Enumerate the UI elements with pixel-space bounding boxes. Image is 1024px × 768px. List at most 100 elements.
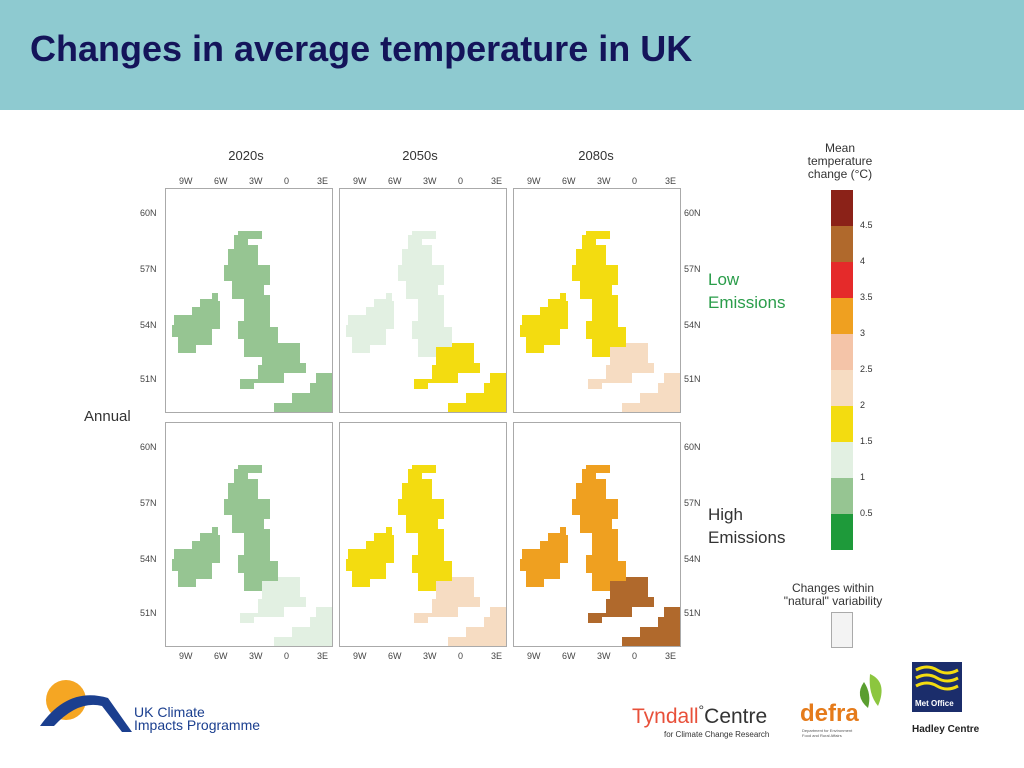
natural-variability-swatch <box>831 612 853 648</box>
x-tick-top: 3W <box>597 176 611 186</box>
defra-logo: defra Department for Environment Food and… <box>800 672 890 740</box>
map-high-2020s <box>165 422 333 647</box>
x-tick-top: 0 <box>458 176 464 186</box>
x-tick-bottom: 3W <box>423 651 437 661</box>
region-scotland-north <box>238 231 262 239</box>
region-scotland-north <box>412 465 436 473</box>
region-northern-england <box>238 311 278 357</box>
region-ireland <box>346 301 394 353</box>
ukcip-line1: UK Climate <box>134 704 205 720</box>
legend-tick: 3.5 <box>860 292 873 302</box>
region-south-east <box>274 607 332 646</box>
legend-swatch <box>831 262 853 298</box>
tyndall-degree: ° <box>698 702 705 718</box>
legend-swatch <box>831 226 853 262</box>
x-tick-bottom: 9W <box>179 651 193 661</box>
region-scotland <box>224 469 270 545</box>
y-tick-right: 60N <box>684 442 701 452</box>
legend-tick: 2 <box>860 400 866 410</box>
region-south-east <box>622 607 680 646</box>
x-tick-bottom: 6W <box>562 651 576 661</box>
region-scotland <box>398 235 444 311</box>
x-tick-bottom: 3W <box>597 651 611 661</box>
x-tick-top: 6W <box>562 176 576 186</box>
y-tick-left: 57N <box>140 264 157 274</box>
x-tick-bottom: 0 <box>632 651 638 661</box>
row-label-annual: Annual <box>84 408 131 425</box>
x-tick-bottom: 9W <box>353 651 367 661</box>
x-tick-top: 0 <box>632 176 638 186</box>
region-southern-england <box>240 577 306 623</box>
period-label-2050s: 2050s <box>402 148 438 163</box>
x-tick-top: 9W <box>179 176 193 186</box>
x-tick-top: 3W <box>249 176 263 186</box>
period-label-2080s: 2080s <box>578 148 614 163</box>
region-ireland <box>172 535 220 587</box>
region-south-east <box>448 607 506 646</box>
region-ireland <box>520 535 568 587</box>
tyndall-subtitle: for Climate Change Research <box>664 730 770 739</box>
y-tick-left: 57N <box>140 498 157 508</box>
x-tick-top: 0 <box>284 176 290 186</box>
scenario-low-label: Low Emissions <box>708 270 786 312</box>
region-ireland <box>520 301 568 353</box>
x-tick-top: 3W <box>423 176 437 186</box>
y-tick-right: 51N <box>684 374 701 384</box>
map-low-2050s <box>339 188 507 413</box>
region-scotland <box>572 235 618 311</box>
region-northern-ireland <box>548 527 566 541</box>
y-tick-right: 60N <box>684 208 701 218</box>
x-tick-bottom: 9W <box>527 651 541 661</box>
x-tick-top: 3E <box>491 176 503 186</box>
y-tick-right: 54N <box>684 320 701 330</box>
x-tick-top: 6W <box>214 176 228 186</box>
region-ireland <box>172 301 220 353</box>
met-office-badge: Met Office <box>912 662 962 712</box>
defra-word: defra <box>800 700 859 727</box>
tyndall-word: Tyndall <box>632 705 699 728</box>
map-low-2020s <box>165 188 333 413</box>
x-tick-top: 9W <box>353 176 367 186</box>
region-northern-england <box>238 545 278 591</box>
ukcip-logo: UK Climate Impacts Programme <box>38 676 288 736</box>
scenario-high-label: High Emissions <box>708 505 786 547</box>
x-tick-top: 6W <box>388 176 402 186</box>
legend-title: Mean temperature change (°C) <box>807 141 873 181</box>
map-high-2080s <box>513 422 681 647</box>
region-northern-ireland <box>548 293 566 307</box>
legend-swatch <box>831 478 853 514</box>
legend-swatch <box>831 370 853 406</box>
region-northern-england <box>412 311 452 357</box>
x-tick-bottom: 3E <box>317 651 329 661</box>
region-southern-england <box>414 577 480 623</box>
region-northern-england <box>412 545 452 591</box>
region-northern-england <box>586 545 626 591</box>
region-northern-ireland <box>374 527 392 541</box>
ukcip-line2: Impacts Programme <box>134 717 261 733</box>
legend-swatch <box>831 298 853 334</box>
region-scotland <box>572 469 618 545</box>
legend-tick: 2.5 <box>860 364 873 374</box>
x-tick-bottom: 0 <box>458 651 464 661</box>
y-tick-left: 51N <box>140 608 157 618</box>
y-tick-right: 51N <box>684 608 701 618</box>
x-tick-bottom: 3E <box>491 651 503 661</box>
hadley-centre-word: Hadley Centre <box>912 724 980 735</box>
tyndall-centre-word: Centre <box>704 705 768 728</box>
region-southern-england <box>588 577 654 623</box>
legend-swatch <box>831 406 853 442</box>
region-southern-england <box>588 343 654 389</box>
x-tick-bottom: 6W <box>388 651 402 661</box>
region-scotland <box>224 235 270 311</box>
region-northern-ireland <box>200 293 218 307</box>
region-ireland <box>346 535 394 587</box>
y-tick-left: 60N <box>140 208 157 218</box>
region-south-east <box>448 373 506 412</box>
y-tick-left: 54N <box>140 320 157 330</box>
x-tick-bottom: 6W <box>214 651 228 661</box>
met-office-word: Met Office <box>915 699 954 708</box>
x-tick-top: 3E <box>665 176 677 186</box>
y-tick-left: 54N <box>140 554 157 564</box>
legend-tick: 1.5 <box>860 436 873 446</box>
legend-swatch <box>831 190 853 226</box>
